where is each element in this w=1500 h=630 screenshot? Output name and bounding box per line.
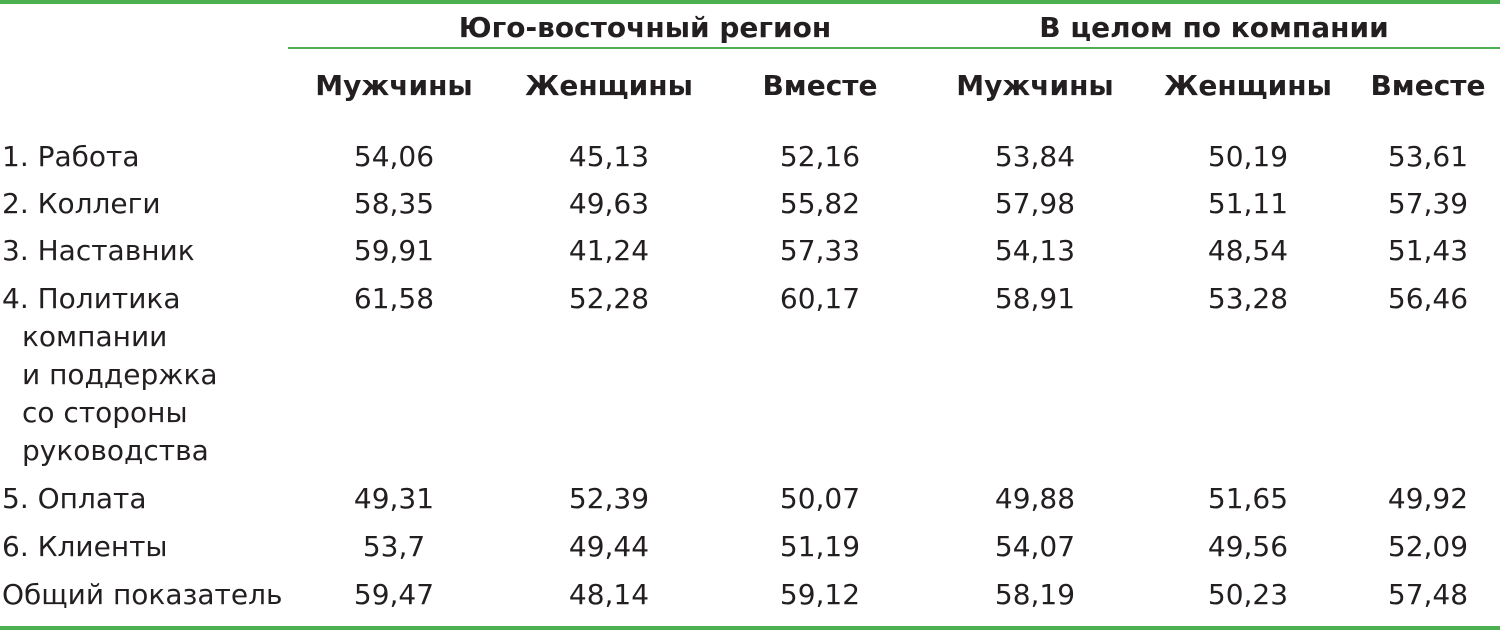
table-cell: 51,11 xyxy=(1207,187,1289,220)
table-cell: 59,91 xyxy=(353,234,435,267)
table-cell: 51,43 xyxy=(1387,234,1469,267)
table-cell: 52,28 xyxy=(568,282,650,315)
table-cell: 45,13 xyxy=(568,140,650,173)
col-header-men-company: Мужчины xyxy=(956,69,1114,102)
table-cell: 50,07 xyxy=(779,482,861,515)
table-cell: 53,61 xyxy=(1387,140,1469,173)
table-cell: 55,82 xyxy=(779,187,861,220)
table-cell: 48,14 xyxy=(568,578,650,611)
table-cell: 54,13 xyxy=(994,234,1076,267)
group-header-southeast: Юго-восточный регион xyxy=(458,11,832,44)
row-label-work: 1. Работа xyxy=(2,140,140,173)
row-label-clients: 6. Клиенты xyxy=(2,530,168,563)
table-cell: 50,23 xyxy=(1207,578,1289,611)
row-label-mentor: 3. Наставник xyxy=(2,234,195,267)
group-rule xyxy=(288,47,1500,49)
group-header-company: В целом по компании xyxy=(1039,11,1389,44)
row-label-colleagues: 2. Коллеги xyxy=(2,187,161,220)
table-cell: 57,48 xyxy=(1387,578,1469,611)
table-cell: 57,39 xyxy=(1387,187,1469,220)
row-label-policy-line-5: руководства xyxy=(22,434,209,467)
table-cell: 50,19 xyxy=(1207,140,1289,173)
col-header-women-region: Женщины xyxy=(525,69,693,102)
table-cell: 59,12 xyxy=(779,578,861,611)
row-label-policy-line-2: компании xyxy=(22,320,168,353)
col-header-total-region: Вместе xyxy=(762,69,878,102)
bottom-rule xyxy=(0,626,1500,630)
table-cell: 51,65 xyxy=(1207,482,1289,515)
table-cell: 49,92 xyxy=(1387,482,1469,515)
table-cell: 57,33 xyxy=(779,234,861,267)
table-cell: 53,28 xyxy=(1207,282,1289,315)
table-cell: 61,58 xyxy=(353,282,435,315)
table-cell: 53,7 xyxy=(362,530,426,563)
table-cell: 49,88 xyxy=(994,482,1076,515)
row-label-overall: Общий показатель xyxy=(2,578,283,611)
table-cell: 56,46 xyxy=(1387,282,1469,315)
table-cell: 49,63 xyxy=(568,187,650,220)
table-cell: 58,91 xyxy=(994,282,1076,315)
row-label-policy-line-1: 4. Политика xyxy=(2,282,181,315)
row-label-policy-line-4: со стороны xyxy=(22,396,188,429)
col-header-women-company: Женщины xyxy=(1164,69,1332,102)
table-cell: 41,24 xyxy=(568,234,650,267)
col-header-men-region: Мужчины xyxy=(315,69,473,102)
table-cell: 49,31 xyxy=(353,482,435,515)
top-rule xyxy=(0,0,1500,4)
row-label-pay: 5. Оплата xyxy=(2,482,147,515)
table-cell: 59,47 xyxy=(353,578,435,611)
table-cell: 48,54 xyxy=(1207,234,1289,267)
table-cell: 58,19 xyxy=(994,578,1076,611)
table-cell: 60,17 xyxy=(779,282,861,315)
table-cell: 57,98 xyxy=(994,187,1076,220)
table-cell: 52,16 xyxy=(779,140,861,173)
table-cell: 54,07 xyxy=(994,530,1076,563)
table-cell: 54,06 xyxy=(353,140,435,173)
table-cell: 49,56 xyxy=(1207,530,1289,563)
row-label-policy-line-3: и поддержка xyxy=(22,358,218,391)
col-header-total-company: Вместе xyxy=(1370,69,1486,102)
table-cell: 52,09 xyxy=(1387,530,1469,563)
table-cell: 49,44 xyxy=(568,530,650,563)
table-cell: 58,35 xyxy=(353,187,435,220)
table-cell: 53,84 xyxy=(994,140,1076,173)
table-cell: 51,19 xyxy=(779,530,861,563)
table-cell: 52,39 xyxy=(568,482,650,515)
